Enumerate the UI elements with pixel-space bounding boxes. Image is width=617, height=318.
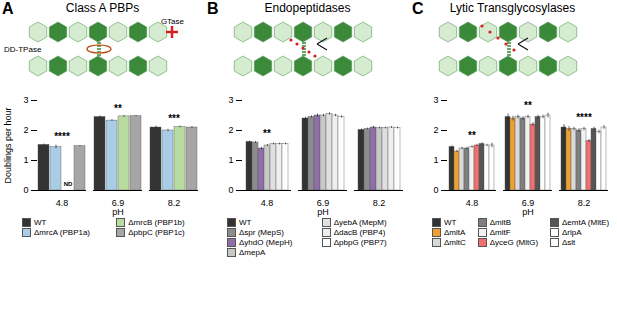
svg-text:1: 1 [228,155,233,165]
svg-text:DD-TPase: DD-TPase [4,45,42,54]
svg-text:8.2: 8.2 [578,198,591,208]
svg-text:0: 0 [228,185,233,195]
svg-text:GTase: GTase [161,17,185,26]
html-text:Class A PBPs: Class A PBPs [65,1,140,15]
html-text:Lytic Transglycosylases: Lytic Transglycosylases [449,1,576,15]
svg-text:1: 1 [433,155,438,165]
html-text:C: C [412,0,424,17]
html-text:ΔmepA: ΔmepA [239,248,266,257]
svg-text:4.8: 4.8 [56,198,69,208]
svg-text:pH: pH [317,207,329,217]
svg-text:2: 2 [23,125,28,135]
html-text:B: B [207,0,219,17]
html-text:WT: WT [444,218,457,227]
html-text:ΔmltA: ΔmltA [444,228,466,237]
html-text:WT: WT [239,218,252,227]
html-text:ΔyhdO (MepH): ΔyhdO (MepH) [239,238,293,247]
svg-text:3: 3 [433,95,438,105]
svg-text:3: 3 [23,95,28,105]
html-text:ΔmltF: ΔmltF [489,228,511,237]
html-text:ΔyceG (MltG): ΔyceG (MltG) [489,238,539,247]
svg-text:4.8: 4.8 [466,198,479,208]
svg-text:8.2: 8.2 [168,198,181,208]
html-text:ΔrlpA: ΔrlpA [562,228,582,237]
svg-text:3: 3 [228,95,233,105]
svg-text:****: **** [54,131,70,142]
svg-text:1: 1 [23,155,28,165]
svg-text:2: 2 [228,125,233,135]
svg-text:6.9: 6.9 [111,197,125,208]
svg-text:**: ** [263,128,271,139]
svg-text:4.8: 4.8 [261,198,274,208]
svg-text:**: ** [468,130,476,141]
html-text:ΔyebA (MepM): ΔyebA (MepM) [333,218,387,227]
html-text:Endopeptidases: Endopeptidases [264,1,351,15]
html-text:ΔmltC: ΔmltC [444,238,466,247]
html-text:ΔemtA (MltE): ΔemtA (MltE) [562,218,610,227]
svg-text:2: 2 [433,125,438,135]
html-text:ΔmrcA (PBP1a): ΔmrcA (PBP1a) [34,228,90,237]
html-text:WT: WT [34,218,47,227]
svg-text:pH: pH [522,207,534,217]
svg-text:0: 0 [23,185,28,195]
html-text:ΔpbpC (PBP1c): ΔpbpC (PBP1c) [128,228,185,237]
html-text:ΔmrcB (PBP1b): ΔmrcB (PBP1b) [128,218,185,227]
svg-text:ND: ND [64,181,73,187]
html-text:Δspr (MepS): Δspr (MepS) [239,228,284,237]
html-text:Δslt: Δslt [562,238,576,247]
svg-text:8.2: 8.2 [373,198,386,208]
html-text:ΔpbpG (PBP7): ΔpbpG (PBP7) [333,238,387,247]
svg-text:0: 0 [433,185,438,195]
svg-text:***: *** [168,113,180,124]
html-text:ΔdacB (PBP4): ΔdacB (PBP4) [333,228,386,237]
svg-text:**: ** [114,103,122,114]
html-text:ΔmltB: ΔmltB [489,218,511,227]
svg-text:6.9: 6.9 [521,197,535,208]
svg-text:****: **** [576,112,592,123]
svg-text:6.9: 6.9 [316,197,330,208]
svg-text:**: ** [524,100,532,111]
svg-text:Doublings per hour: Doublings per hour [3,107,13,183]
svg-text:pH: pH [112,207,124,217]
html-text:A: A [2,0,14,17]
